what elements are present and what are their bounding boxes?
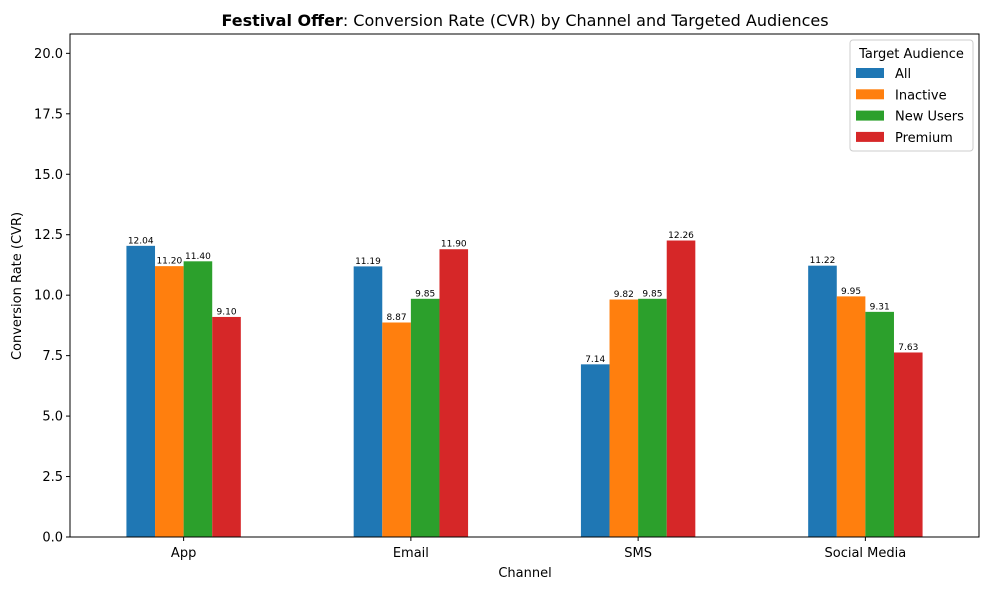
bar-value-label: 8.87 [387,313,407,323]
bar-premium-social-media [893,352,923,537]
y-tick-label: 10.0 [34,289,63,304]
y-tick-label: 15.0 [34,168,63,183]
bar-value-label: 9.95 [841,287,861,297]
bar-all-social-media [808,265,837,537]
bar-premium-sms [666,240,696,537]
chart-title-bold: Festival Offer [221,11,342,30]
bar-value-label: 9.10 [217,307,237,317]
y-tick-label: 12.5 [34,228,63,243]
y-tick-label: 20.0 [34,47,63,62]
legend: Target Audience All Inactive New Users Premi… [849,39,974,152]
bar-inactive-app [155,266,184,537]
legend-swatch [856,68,884,78]
bar-value-label: 12.04 [128,236,154,246]
y-tick-label: 7.5 [42,349,63,364]
bar-all-sms [580,364,610,537]
bar-value-label: 7.14 [585,355,605,365]
y-tick-label: 0.0 [42,531,63,546]
legend-title: Target Audience [858,47,964,62]
bar-all-app [126,245,156,537]
legend-swatch [856,110,884,121]
bar-new-users-email [410,298,440,537]
bar-inactive-sms [609,299,639,537]
bar-premium-email [439,249,469,538]
bar-new-users-app [183,261,213,537]
legend-entry: All [895,67,911,82]
bar-value-label: 11.90 [441,240,467,250]
legend-entry: New Users [895,110,964,125]
bar-inactive-email [382,322,411,537]
legend-entry: Premium [895,131,953,146]
plot-frame [69,33,980,538]
bar-value-label: 11.22 [810,256,836,266]
chart-title-rest: : Conversion Rate (CVR) by Channel and T… [343,11,829,30]
bar-value-label: 11.20 [156,257,182,267]
bar-value-label: 12.26 [668,231,694,241]
y-tick-label: 17.5 [34,107,63,122]
x-tick-label: SMS [624,546,652,561]
bar-value-label: 9.31 [870,302,890,312]
y-axis-label: Conversion Rate (CVR) [10,212,25,360]
bar-value-label: 11.19 [355,257,381,267]
y-tick-label: 5.0 [42,410,63,425]
plot-area: 12.04 11.19 7.14 11.22 11.20 8.87 9.82 9.95 11.4… [34,33,980,561]
x-tick-label: Social Media [825,546,907,561]
bar-value-label: 9.85 [415,289,435,299]
bar-all-email [353,266,383,537]
legend-swatch [856,131,884,142]
legend-box [849,39,974,152]
x-tick-label: Email [393,546,429,561]
chart-title: Festival Offer: Conversion Rate (CVR) by… [221,11,828,30]
x-axis-label: Channel [498,566,551,581]
bar-value-label: 9.85 [642,289,662,299]
legend-swatch [856,89,884,100]
bar-new-users-sms [638,298,667,537]
bar-inactive-social-media [836,296,866,537]
bar-value-label: 11.40 [185,252,211,262]
y-tick-label: 2.5 [42,470,63,485]
bar-new-users-social-media [865,311,894,537]
legend-entry: Inactive [895,88,947,103]
bar-value-label: 9.82 [614,290,634,300]
bar-value-label: 7.63 [898,343,918,353]
bar-premium-app [212,316,241,537]
x-tick-label: App [171,546,196,561]
